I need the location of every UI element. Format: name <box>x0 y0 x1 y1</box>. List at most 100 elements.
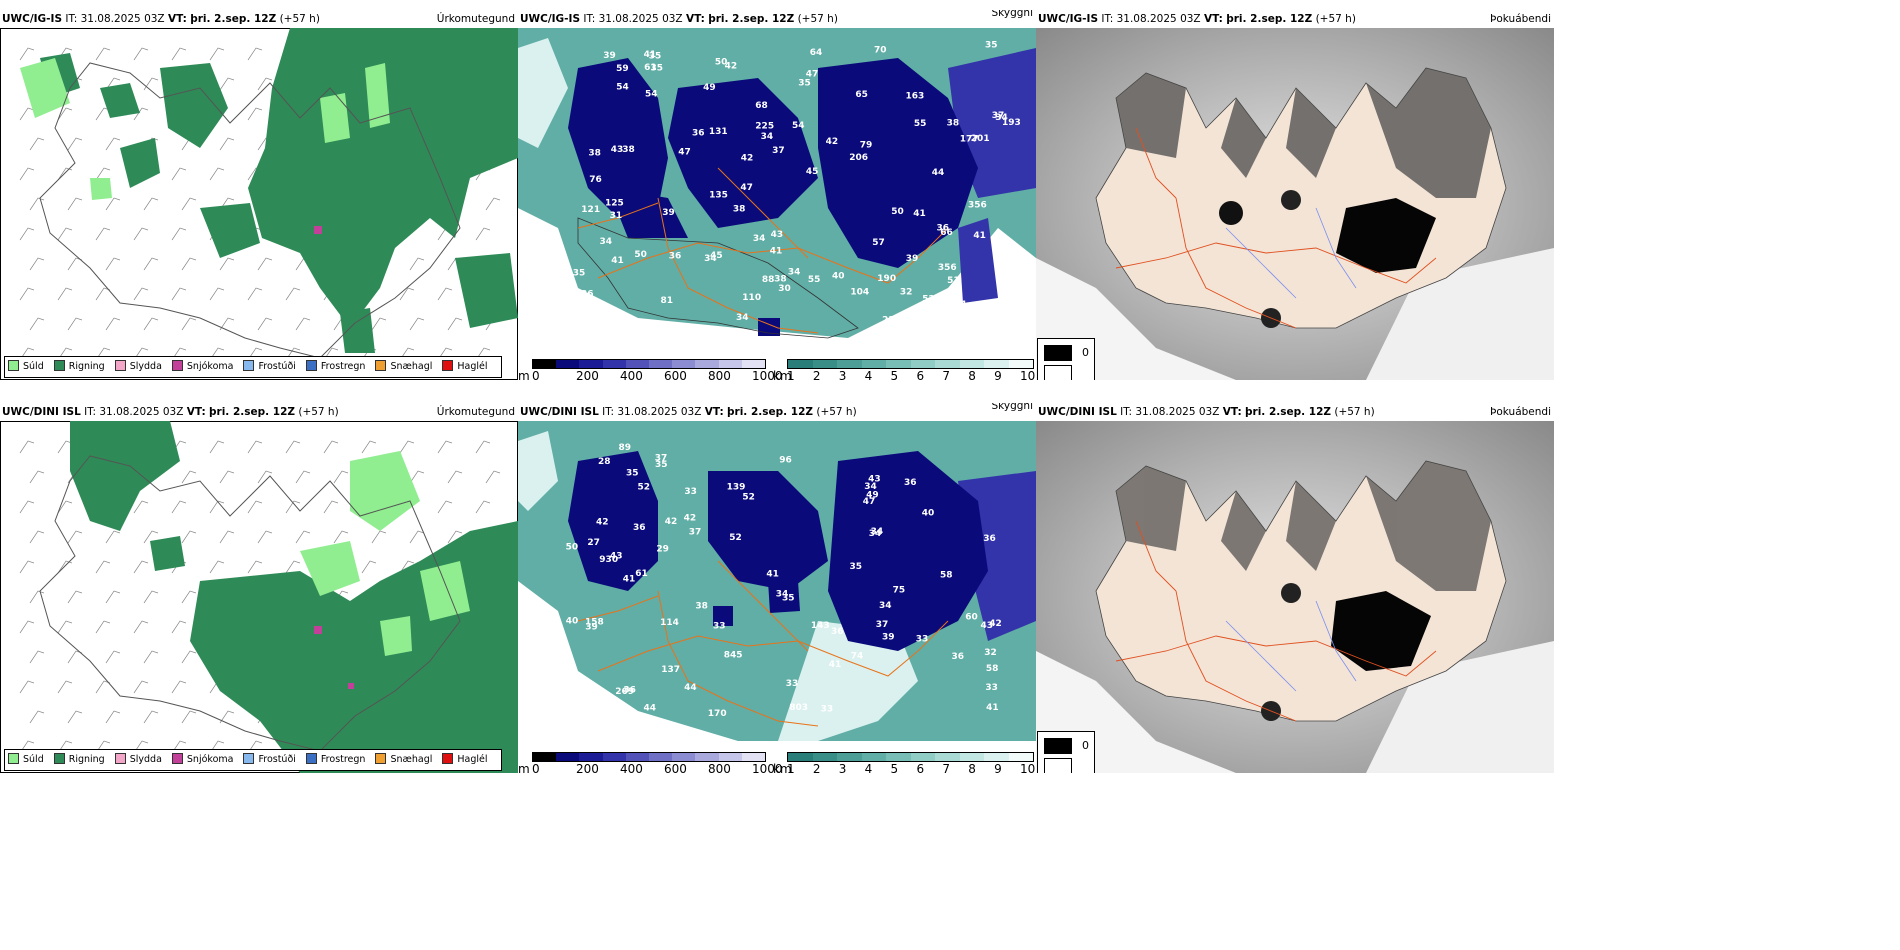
cloud-base-label: 42 <box>826 137 839 147</box>
legend-label: Frostúði <box>258 361 296 372</box>
init-label: IT: <box>602 406 615 418</box>
legend-label: Súld <box>23 361 44 372</box>
cloud-base-label: 269 <box>615 687 634 697</box>
cloud-base-label: 40 <box>832 272 845 282</box>
cloud-base-label: 47 <box>806 69 819 79</box>
product-name: Úrkomutegund <box>436 13 515 25</box>
legend-swatch <box>8 360 19 371</box>
scale-tick: 10 <box>1020 369 1036 380</box>
panel-header: UWC/DINI ISL IT: 31.08.2025 03Z VT: þri.… <box>0 403 518 421</box>
cloud-base-label: 158 <box>585 618 604 628</box>
cloud-base-label: 225 <box>755 122 774 132</box>
cloud-base-label: 50 <box>566 543 579 553</box>
cloud-base-label: 41 <box>986 703 999 713</box>
legend-swatch <box>171 753 183 764</box>
scale-tick: 5 <box>890 369 899 380</box>
cloud-base-scale: m 0 200 400 600 800 1000 <box>518 359 783 380</box>
cloud-base-label: 39 <box>585 623 598 633</box>
cloud-base-label: 75 <box>893 586 906 596</box>
top-precip-panel: UWC/IG-IS IT: 31.08.2025 03Z VT: þri. 2.… <box>0 10 518 380</box>
colorbar <box>787 359 1034 369</box>
cloud-base-label: 30 <box>778 284 791 294</box>
cloud-base-label: 42 <box>725 61 738 71</box>
scale-tick: 6 <box>916 762 925 773</box>
legend-label: Snæhagl <box>390 361 433 372</box>
cloud-base-label: 41 <box>766 570 779 580</box>
cloud-base-label: 59 <box>619 708 632 718</box>
scale-unit: km <box>773 369 792 380</box>
valid-label: VT: <box>1222 406 1242 418</box>
legend-item: Snjókoma <box>171 357 233 377</box>
cloud-base-label: 114 <box>660 618 679 628</box>
cloud-base-label: 42 <box>665 517 678 527</box>
cloud-base-label: 52 <box>922 294 935 304</box>
cloud-base-label: 170 <box>708 709 727 719</box>
cloud-base-label: 57 <box>872 238 885 248</box>
cloud-base-label: 45 <box>806 167 819 177</box>
cloud-base-label: 34 <box>761 132 774 142</box>
cloud-base-label: 36 <box>669 252 682 262</box>
product-name: Skyggni <box>991 403 1034 412</box>
valid-label: VT: <box>1203 13 1223 25</box>
scale-tick: 3 <box>838 762 847 773</box>
cloud-base-label: 35 <box>573 269 586 279</box>
colorbar <box>532 359 766 369</box>
cloud-base-label: 50 <box>634 250 647 260</box>
cloud-base-label: 44 <box>684 683 697 693</box>
product-name: Þokuábendi <box>1490 406 1551 418</box>
cloud-base-label: 803 <box>789 703 808 713</box>
cloud-base-label: 96 <box>779 455 792 465</box>
cloud-base-label: 54 <box>645 90 658 100</box>
valid-time: þri. 2.sep. 12Z <box>209 406 295 418</box>
scale-tick: 0 <box>532 762 540 773</box>
cloud-base-label: 42 <box>741 153 754 163</box>
cloud-base-label: 29 <box>656 544 669 554</box>
lead-time: (+57 h) <box>797 13 838 25</box>
scale-tick: 7 <box>942 369 950 380</box>
cloud-base-label: 76 <box>589 175 602 185</box>
cloud-base-label: 35 <box>798 79 811 89</box>
cloud-base-label: 41 <box>973 231 986 241</box>
scale-tick: 200 <box>576 762 599 773</box>
top-cloud-panel: UWC/IG-IS IT: 31.08.2025 03Z VT: þri. 2.… <box>518 10 1036 380</box>
road-network <box>577 167 949 334</box>
legend-label: Snjókoma <box>186 754 234 765</box>
snow-spot <box>314 226 322 234</box>
cloud-base-label: 38 <box>733 204 746 214</box>
cloud-base-label: 89 <box>619 443 632 453</box>
scale-tick: 6 <box>916 369 925 380</box>
cloud-base-label: 52 <box>638 483 651 493</box>
legend-item: Súld <box>8 750 44 770</box>
cloud-base-label: 34 <box>864 482 877 492</box>
cloud-base-label: 36 <box>623 686 636 696</box>
cloud-base-label: 44 <box>932 168 945 178</box>
legend-swatch <box>375 753 387 764</box>
valid-label: VT: <box>167 13 187 25</box>
scale-tick: 200 <box>576 369 599 380</box>
cloud-base-label: 41 <box>623 575 636 585</box>
init-time: 31.08.2025 03Z <box>80 13 165 25</box>
cloud-base-label: 32 <box>984 648 997 658</box>
low-cloud-fill <box>568 58 978 336</box>
fog-index-map <box>1036 421 1554 773</box>
cloud-base-label: 40 <box>922 508 935 518</box>
cloud-base-label: 43 <box>610 551 623 561</box>
scale-unit: m <box>518 762 530 773</box>
legend-item: Rigning <box>53 750 105 770</box>
init-time: 31.08.2025 03Z <box>1135 406 1220 418</box>
cloud-base-label: 47 <box>863 497 876 507</box>
product-name: Skyggni <box>991 10 1034 19</box>
cloud-base-label: 34 <box>600 237 613 247</box>
legend-label: Snæhagl <box>390 754 433 765</box>
cloud-base-label: 40 <box>566 616 579 626</box>
legend-swatch <box>53 360 65 371</box>
scale-tick: 400 <box>620 762 643 773</box>
init-label: IT: <box>583 13 596 25</box>
cloud-base-label: 39 <box>603 51 616 61</box>
cloud-base-label: 163 <box>906 91 925 101</box>
precip-legend: Súld Rigning Slydda Snjókoma Frostúði Frostre… <box>4 749 502 771</box>
cloud-base-label: 41 <box>611 256 624 266</box>
scale-tick: 4 <box>864 762 873 773</box>
model-name: UWC/DINI ISL <box>2 406 81 418</box>
cloud-base-label: 190 <box>877 274 896 284</box>
